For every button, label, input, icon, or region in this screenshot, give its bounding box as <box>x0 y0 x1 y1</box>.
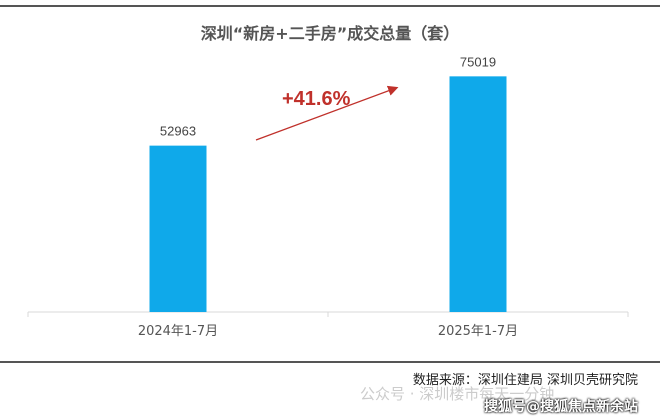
data-label: 52963 <box>160 124 196 139</box>
x-tick-label: 2025年1-7月 <box>438 324 518 339</box>
growth-arrow <box>255 85 399 141</box>
watermark-wechat: 公众号 · 深圳楼市每天一分钟 <box>360 385 555 403</box>
top-divider <box>0 5 660 7</box>
x-tick-label: 2024年1-7月 <box>138 324 218 339</box>
chart-title: 深圳“新房+二手房”成交总量（套） <box>200 24 460 43</box>
data-label: 75019 <box>460 54 496 69</box>
bar <box>149 145 207 312</box>
bar <box>449 76 507 312</box>
growth-annotation: +41.6% <box>282 88 351 110</box>
bar-chart: 52963 2024年1-7月 75019 2025年1-7月 +41.6% <box>27 54 629 339</box>
watermark-sohu: 搜狐号@搜狐焦点新余站 <box>484 399 638 415</box>
data-source: 数据来源：深圳住建局 深圳贝壳研究院 <box>412 373 638 388</box>
bottom-divider <box>0 361 660 363</box>
